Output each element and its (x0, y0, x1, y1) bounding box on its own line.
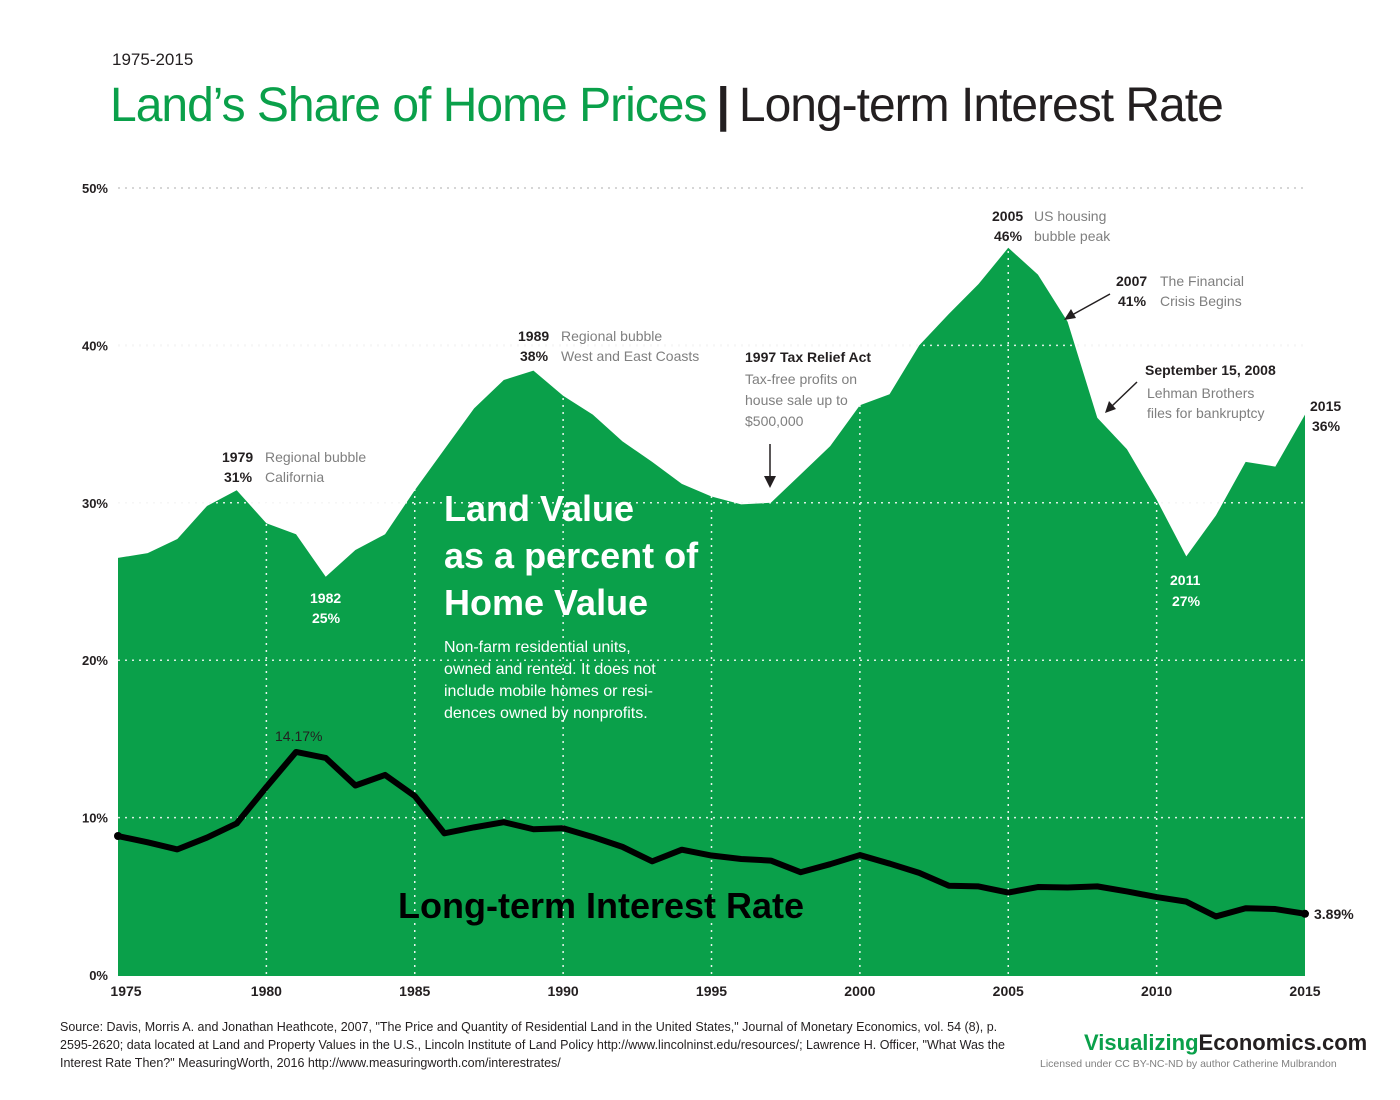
annotation-2008-head: September 15, 2008 (1145, 362, 1276, 378)
arrow-2008-shaft (1111, 381, 1138, 407)
interest-rate-line (117, 748, 1306, 920)
vertical-gridlines (118, 188, 1305, 975)
annotation-1989-year: 1989 (518, 328, 549, 344)
y-tick-label: 0% (89, 968, 108, 983)
arrow-1997-head (764, 476, 776, 488)
chart-subtitle: 1975-2015 (112, 50, 194, 69)
rate-line-label: Long-term Interest Rate (398, 885, 804, 926)
rate-end-label: 3.89% (1314, 906, 1354, 922)
y-tick-label: 20% (82, 653, 108, 668)
annotation-2008-desc2: files for bankruptcy (1147, 405, 1265, 421)
x-tick-label: 2015 (1289, 983, 1320, 999)
title-land-share: Land’s Share of Home Prices (110, 79, 707, 132)
brand-dark: Economics.com (1198, 1030, 1368, 1055)
brand-green: Visualizing (1084, 1030, 1199, 1055)
x-tick-label: 2005 (993, 983, 1024, 999)
arrow-2007-head (1064, 309, 1076, 320)
x-tick-label: 2000 (844, 983, 875, 999)
annotation-1997-desc2: house sale up to (745, 392, 848, 408)
y-tick-label: 40% (82, 338, 108, 353)
axes: 0% 10% 20% 30% 40% 50% 1975 1980 1985 1990 1995 200… (82, 181, 1321, 999)
brand-logo[interactable]: VisualizingEconomics.com (1084, 1030, 1367, 1056)
chart-annotations: Land Value as a percent of Home Value Non-f… (222, 208, 1354, 926)
annotation-1979-year: 1979 (222, 449, 253, 465)
annotation-1982-year: 1982 (310, 590, 341, 606)
annotation-2005-year: 2005 (992, 208, 1023, 224)
annotation-1989-desc2: West and East Coasts (561, 348, 699, 364)
area-note-3: include mobile homes or resi- (444, 683, 653, 700)
chart-title: Land’s Share of Home Prices | Long-term In… (110, 78, 1224, 133)
area-note-1: Non-farm residential units, (444, 639, 631, 656)
x-tick-label: 1975 (110, 983, 141, 999)
x-tick-label: 1980 (251, 983, 282, 999)
y-tick-label: 30% (82, 496, 108, 511)
source-note: Source: Davis, Morris A. and Jonathan He… (60, 1020, 1006, 1070)
annotation-2005-desc1: US housing (1034, 208, 1106, 224)
rate-peak-label: 14.17% (275, 728, 322, 744)
annotation-1982-pct: 25% (312, 610, 341, 626)
area-note-2: owned and rented. It does not (444, 661, 656, 678)
y-tick-label: 50% (82, 181, 108, 196)
annotation-1989-pct: 38% (520, 348, 549, 364)
x-tick-label: 2010 (1141, 983, 1172, 999)
annotation-2007-year: 2007 (1116, 273, 1147, 289)
license-note: Licensed under CC BY-NC-ND by author Cat… (1040, 1058, 1337, 1070)
area-label-line1: Land Value (444, 488, 634, 529)
annotation-1997-desc3: $500,000 (745, 413, 804, 429)
annotation-1997-desc1: Tax-free profits on (745, 371, 857, 387)
annotation-2011-pct: 27% (1172, 593, 1201, 609)
area-label-line2: as a percent of (444, 535, 699, 576)
annotation-2015-pct: 36% (1312, 418, 1341, 434)
x-tick-label: 1990 (548, 983, 579, 999)
title-separator: | (716, 79, 729, 132)
annotation-2007-pct: 41% (1118, 293, 1147, 309)
annotation-2011-year: 2011 (1170, 572, 1201, 588)
arrow-2007-shaft (1071, 293, 1111, 316)
annotation-2015-year: 2015 (1310, 398, 1341, 414)
x-tick-label: 1985 (399, 983, 430, 999)
chart-marks (114, 293, 1309, 918)
x-tick-label: 1995 (696, 983, 727, 999)
annotation-2008-desc1: Lehman Brothers (1147, 385, 1254, 401)
annotation-2005-desc2: bubble peak (1034, 228, 1111, 244)
annotation-1979-desc2: California (265, 469, 324, 485)
annotation-2007-desc1: The Financial (1160, 273, 1244, 289)
annotation-1979-desc1: Regional bubble (265, 449, 366, 465)
chart-canvas: 0% 10% 20% 30% 40% 50% 1975 1980 1985 1990 1995 200… (82, 181, 1354, 999)
annotation-1997-head: 1997 Tax Relief Act (745, 349, 871, 365)
annotation-2007-desc2: Crisis Begins (1160, 293, 1242, 309)
arrow-2008-head (1105, 401, 1116, 413)
annotation-1989-desc1: Regional bubble (561, 328, 662, 344)
title-interest-rate: Long-term Interest Rate (738, 79, 1224, 132)
annotation-2005-pct: 46% (994, 228, 1023, 244)
y-tick-label: 10% (82, 811, 108, 826)
rate-end-point (1301, 909, 1309, 918)
rate-start-point (114, 832, 122, 841)
area-note-4: dences owned by nonprofits. (444, 705, 648, 722)
annotation-1979-pct: 31% (224, 469, 253, 485)
area-label-line3: Home Value (444, 582, 648, 623)
